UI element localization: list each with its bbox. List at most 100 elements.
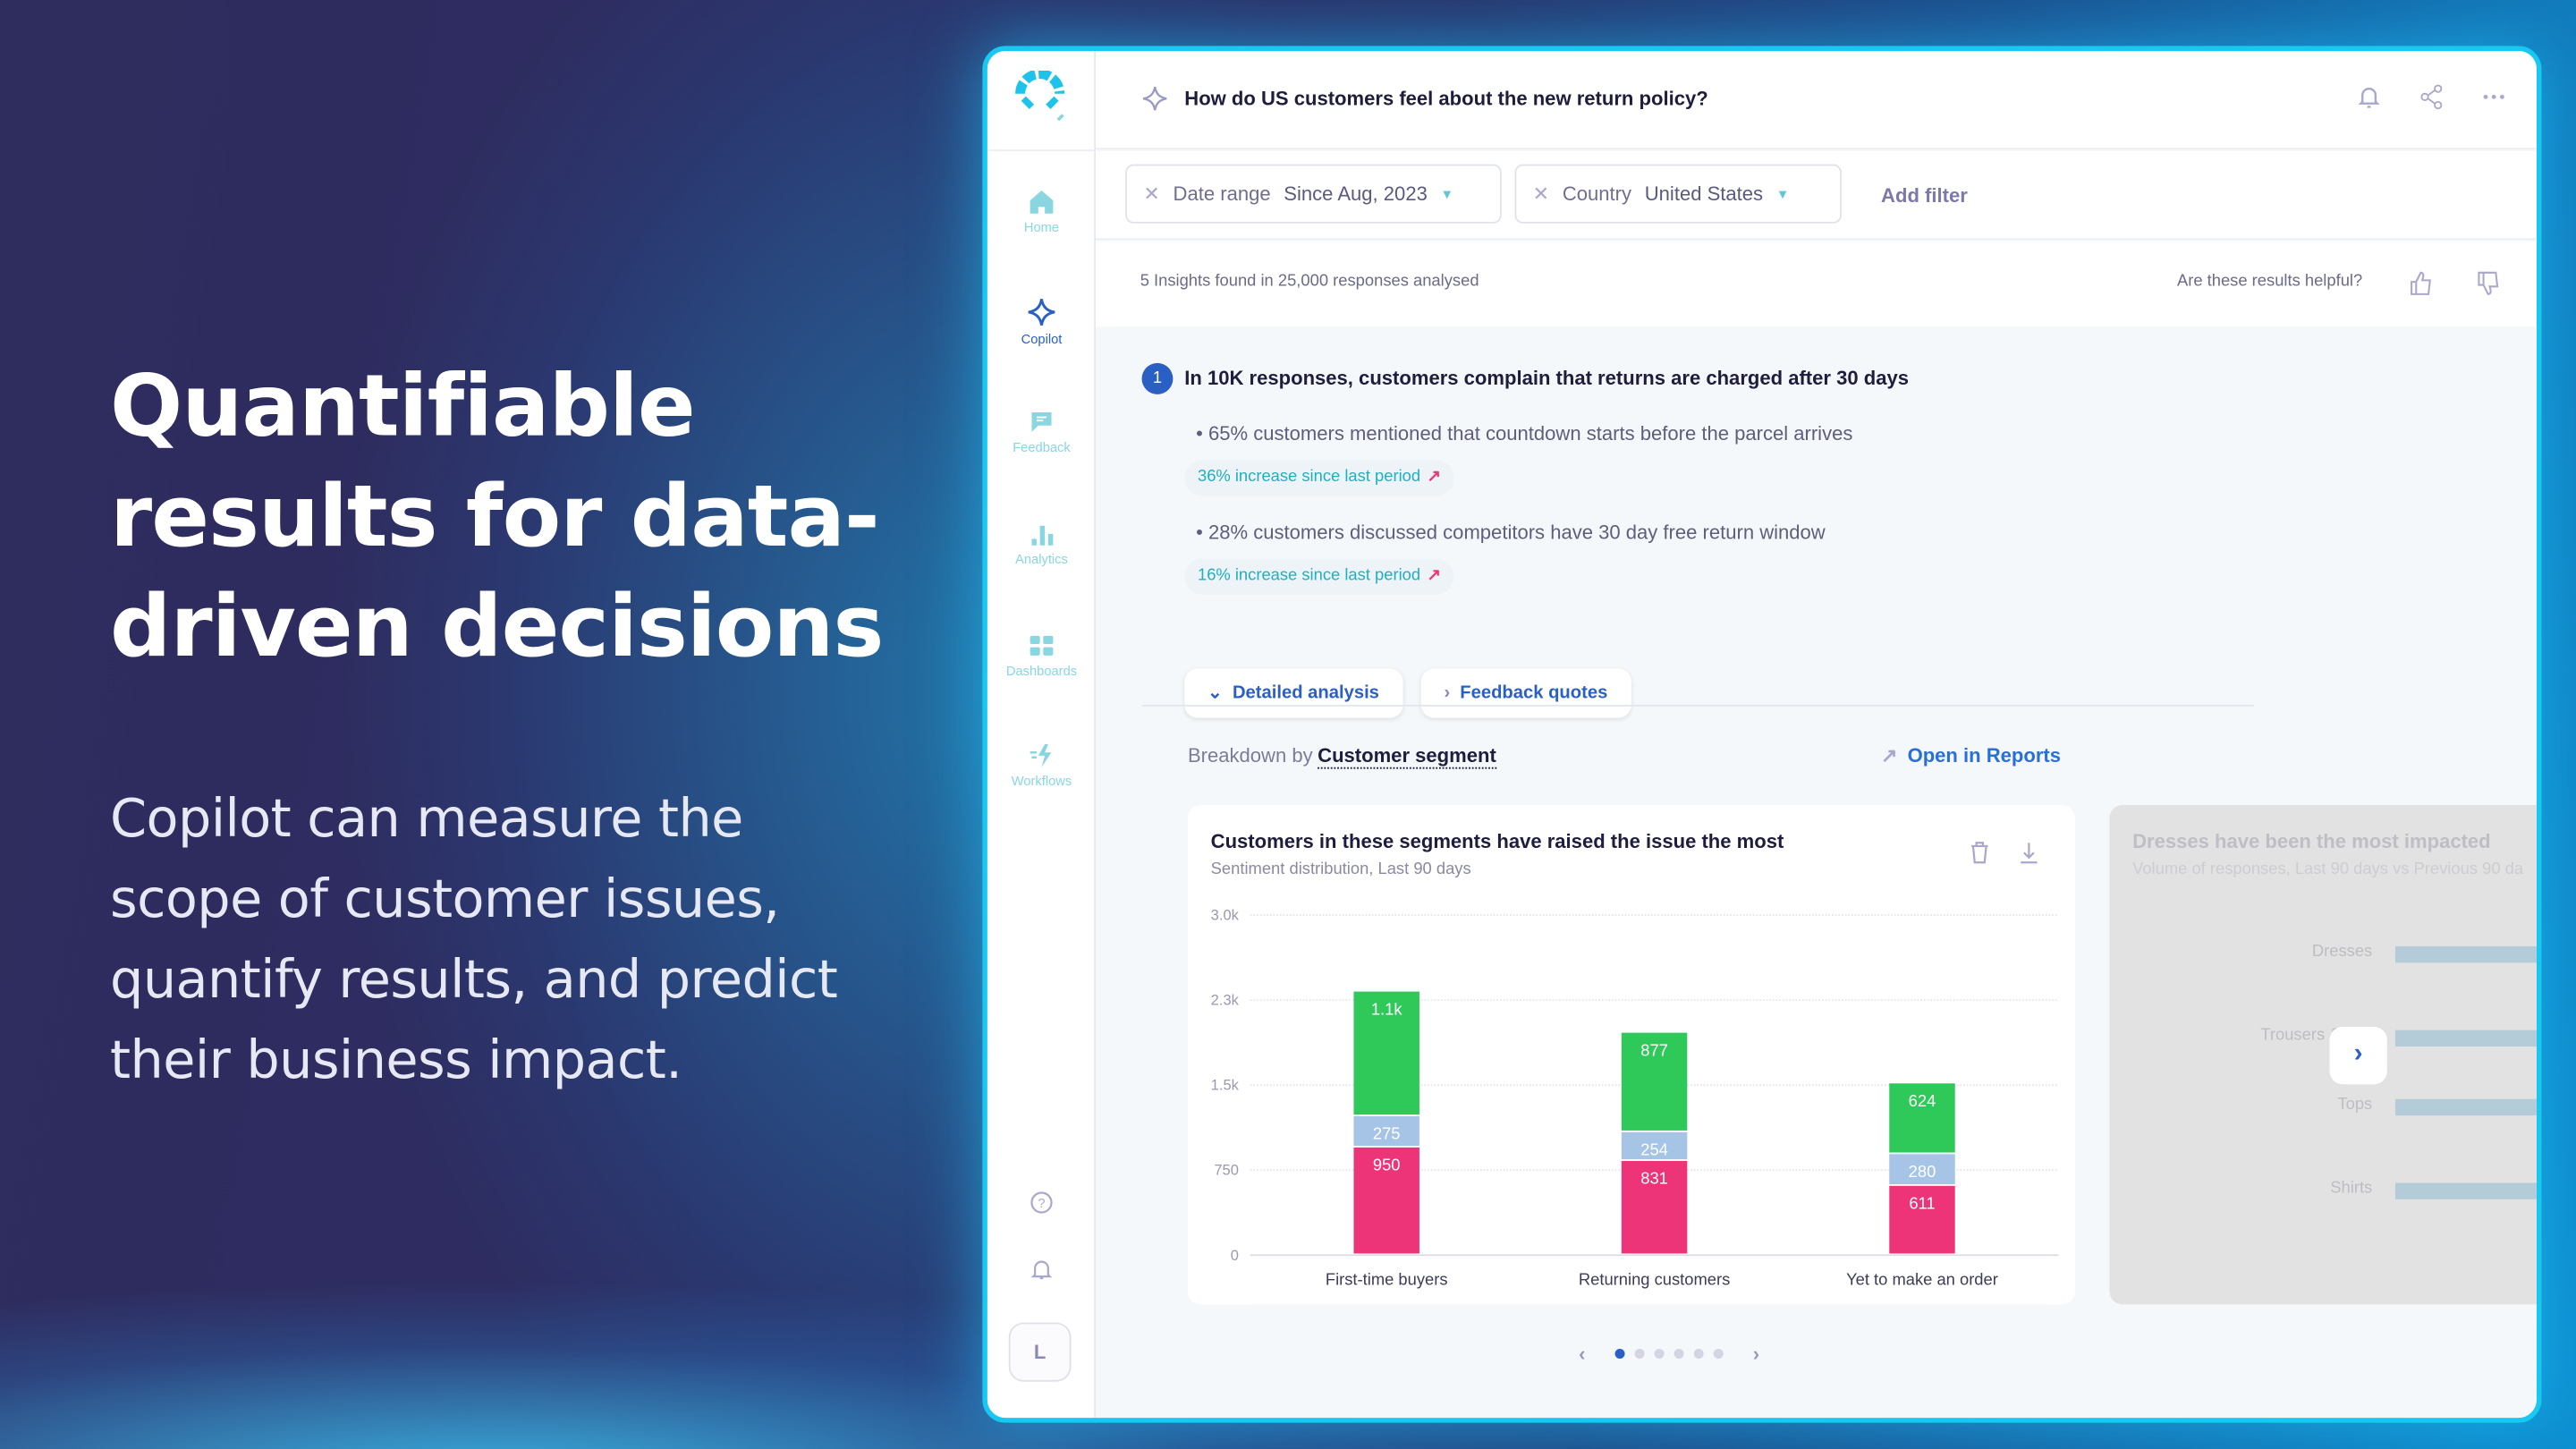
filter-value: Since Aug, 2023 [1284,182,1428,206]
sparkle-icon [1142,86,1167,111]
category-chart-card-disabled: Dresses have been the most impacted Volu… [2109,805,2537,1305]
sidebar-item-label: Copilot [1021,332,1063,347]
chevron-down-icon: ▼ [1775,186,1790,202]
bell-icon [1030,1260,1053,1280]
filter-label: Date range [1173,182,1271,206]
stacked-bar-chart: 0 750 1.5k 2.3k 3.0k 950 275 1.1k First-time buy… [1211,907,2059,1288]
page-dot[interactable] [1654,1348,1665,1359]
x-tick-label: Returning customers [1579,1269,1730,1288]
category-row: Shirts [2109,1179,2537,1199]
main-panel: How do US customers feel about the new r… [1096,50,2537,1419]
thumbs-down-icon[interactable] [2476,271,2501,296]
trend-up-icon: ↗ [1427,566,1441,585]
page-dot[interactable] [1614,1348,1625,1359]
help-button[interactable]: ? [987,1191,1096,1223]
page-dot[interactable] [1634,1348,1645,1359]
feedback-quotes-button[interactable]: › Feedback quotes [1420,668,1631,718]
data-label: 280 [1909,1162,1936,1181]
add-filter-button[interactable]: Add filter [1881,183,1968,208]
remove-filter-icon[interactable]: ✕ [1143,182,1160,206]
data-label: 831 [1640,1169,1668,1188]
sidebar: Home Copilot Feedback Analytics Dashboar… [987,50,1097,1419]
category-label: Shirts [2330,1179,2373,1198]
header: How do US customers feel about the new r… [1096,50,2537,150]
more-icon[interactable] [2480,84,2506,110]
share-icon[interactable] [2419,84,2445,110]
x-tick-label: First-time buyers [1326,1269,1448,1288]
thumbs-up-icon[interactable] [2409,271,2434,296]
sidebar-item-copilot[interactable]: Copilot [987,297,1096,347]
sidebar-item-home[interactable]: Home [987,189,1096,235]
data-label: 877 [1640,1040,1668,1059]
trend-up-icon: ↗ [1427,468,1441,487]
page-dot[interactable] [1693,1348,1704,1359]
app-window: Home Copilot Feedback Analytics Dashboar… [982,46,2542,1423]
bell-icon[interactable] [2356,84,2382,110]
sidebar-item-label: Home [1023,220,1060,235]
next-chart-button[interactable]: › [2329,1026,2387,1085]
chevron-down-icon: ⌄ [1208,683,1223,704]
chat-icon [1031,412,1052,433]
data-label: 1.1k [1371,999,1403,1018]
delete-icon[interactable] [1970,841,1989,864]
avatar[interactable]: L [1008,1322,1072,1382]
y-tick-label: 1.5k [1211,1077,1240,1094]
button-label: Detailed analysis [1232,683,1379,704]
bar-segment-positive [1621,1032,1688,1131]
data-label: 624 [1909,1091,1936,1110]
carousel-pager: ‹ › [1559,1343,1779,1366]
data-label: 950 [1373,1156,1401,1174]
trend-badge: 36% increase since last period ↗ [1184,460,1454,496]
sidebar-divider [987,149,1097,151]
bar-chart-icon [1031,525,1054,546]
category-label: Dresses [2311,943,2373,962]
bar-segment-positive [1889,1083,1955,1153]
hero-title: Quantifiable results for data-driven dec… [110,358,884,677]
bolt-icon [1030,744,1052,767]
y-tick-label: 750 [1214,1162,1239,1179]
filter-country[interactable]: ✕ Country United States ▼ [1514,164,1842,224]
y-tick-label: 2.3k [1211,992,1240,1009]
bar-segment-neutral [1353,1116,1419,1147]
bullet-text: 28% customers discussed competitors have… [1208,521,1826,544]
sidebar-item-workflows[interactable]: Workflows [987,742,1096,789]
prev-page-icon[interactable]: ‹ [1579,1342,1586,1366]
bar-segment-negative [1621,1160,1688,1254]
trend-text: 16% increase since last period [1197,566,1421,585]
filter-date-range[interactable]: ✕ Date range Since Aug, 2023 ▼ [1125,164,1502,224]
data-label: 275 [1373,1124,1401,1143]
chart-subtitle: Sentiment distribution, Last 90 days [1210,860,1471,879]
data-label: 254 [1640,1140,1668,1158]
page-dot[interactable] [1713,1348,1724,1359]
bar-segment-positive [1353,991,1419,1115]
filter-label: Country [1562,182,1632,206]
detailed-analysis-button[interactable]: ⌄ Detailed analysis [1184,668,1402,718]
next-page-icon[interactable]: › [1752,1342,1760,1366]
button-label: Feedback quotes [1460,683,1608,704]
home-icon [1030,191,1054,214]
chevron-down-icon: ▼ [1440,186,1454,202]
summary-bar: 5 Insights found in 25,000 responses ana… [1096,242,2537,327]
sidebar-item-label: Workflows [1011,774,1072,789]
page-dot[interactable] [1674,1348,1684,1359]
trend-text: 36% increase since last period [1197,468,1421,487]
sparkle-icon [1028,299,1055,326]
bar-segment-negative [1353,1147,1419,1254]
filter-bar: ✕ Date range Since Aug, 2023 ▼ ✕ Country Unit… [1096,150,2537,241]
sidebar-item-analytics[interactable]: Analytics [987,521,1096,567]
sidebar-item-dashboards[interactable]: Dashboards [987,632,1096,679]
download-icon[interactable] [2019,841,2038,864]
grid-icon [1030,635,1054,656]
divider [1141,704,2255,707]
data-label: 611 [1909,1194,1935,1213]
remove-filter-icon[interactable]: ✕ [1532,182,1550,206]
sidebar-item-feedback[interactable]: Feedback [987,409,1096,455]
bullet-text: 65% customers mentioned that countdown s… [1208,422,1853,445]
insights-count: 5 Insights found in 25,000 responses ana… [1140,272,1479,292]
open-in-reports-link[interactable]: ↗ Open in Reports [1881,744,2061,767]
segment-selector[interactable]: Customer segment [1318,744,1496,769]
category-row: Trousers & Leg [2109,1027,2537,1047]
sidebar-item-label: Dashboards [1005,664,1078,679]
notifications-button[interactable] [987,1258,1096,1290]
